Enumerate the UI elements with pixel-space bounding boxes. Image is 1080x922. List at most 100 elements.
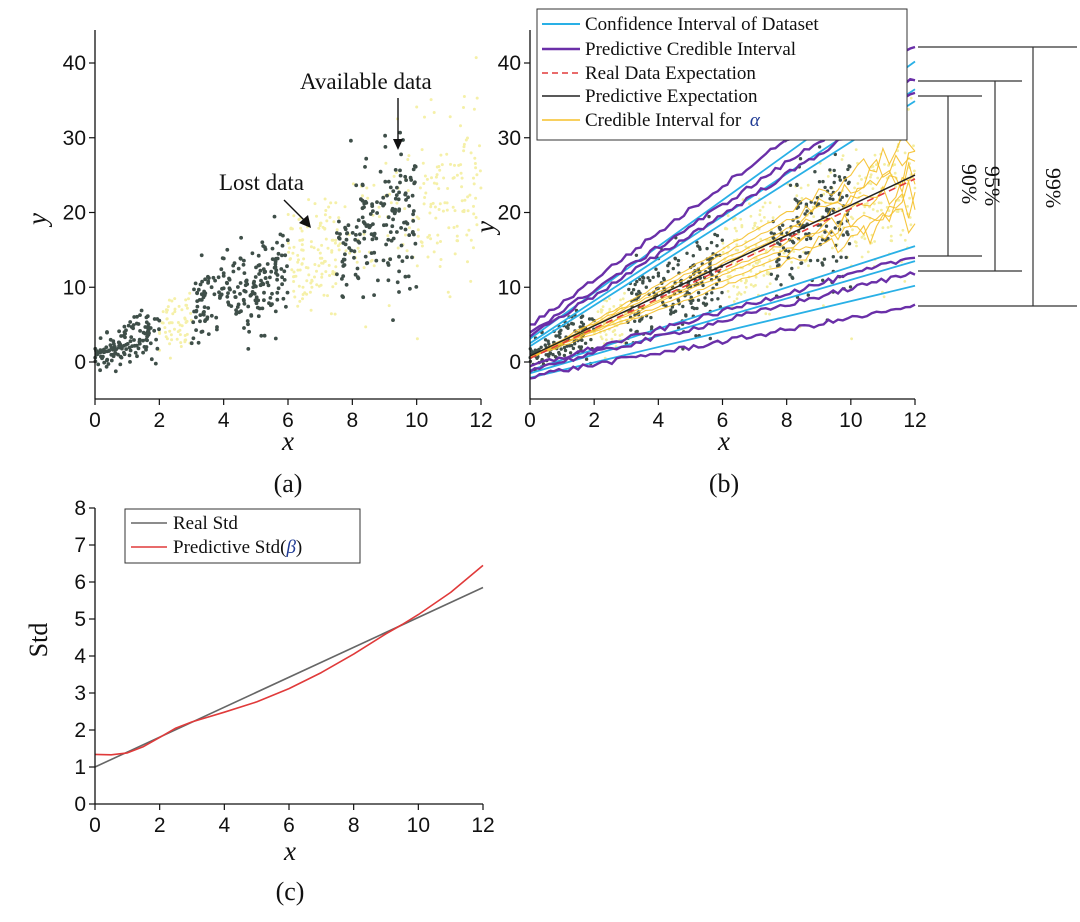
available-data-point	[834, 259, 839, 263]
lost-data-point	[739, 217, 743, 221]
lost-data-point	[320, 261, 324, 265]
available-data-point	[139, 308, 144, 313]
lost-data-point	[396, 246, 400, 250]
lost-data-point	[837, 207, 841, 211]
lost-data-point	[618, 334, 622, 337]
available-data-point	[676, 263, 680, 267]
lost-data-point	[744, 285, 748, 289]
lost-data-point	[806, 183, 810, 187]
available-data-point	[696, 291, 701, 295]
available-data-label: Available data	[300, 69, 432, 94]
available-data-point	[250, 290, 255, 294]
lost-data-point	[474, 196, 478, 200]
available-data-point	[370, 237, 375, 242]
available-data-point	[198, 282, 203, 287]
lost-data-point	[883, 163, 886, 166]
available-data-point	[798, 157, 803, 161]
available-data-point	[266, 283, 271, 288]
lost-data-point	[727, 295, 731, 299]
panel-b-x-label: x	[717, 426, 730, 456]
lost-data-point	[457, 163, 461, 167]
lost-data-point	[358, 250, 361, 253]
available-data-point	[558, 335, 562, 339]
available-data-point	[630, 291, 634, 295]
available-data-point	[269, 269, 274, 274]
available-data-point	[676, 298, 681, 303]
lost-data-point	[432, 111, 436, 114]
lost-data-point	[899, 233, 903, 237]
lost-data-point	[429, 202, 433, 206]
available-data-point	[641, 276, 646, 280]
available-data-point	[273, 309, 278, 314]
available-data-point	[219, 267, 224, 272]
available-data-point	[399, 226, 403, 230]
available-data-point	[362, 205, 366, 210]
lost-data-point	[460, 176, 464, 180]
available-data-point	[356, 218, 361, 223]
available-data-point	[399, 243, 404, 248]
lost-data-point	[768, 201, 772, 205]
lost-data-point	[184, 303, 188, 307]
lost-data-point	[418, 186, 422, 190]
lost-data-point	[435, 241, 439, 245]
alpha-interval-line	[529, 154, 916, 358]
lost-data-point	[323, 227, 327, 231]
available-data-point	[340, 277, 344, 281]
available-data-point	[562, 345, 567, 350]
available-data-point	[281, 233, 285, 238]
available-data-point	[671, 266, 675, 271]
available-data-point	[557, 352, 562, 356]
lost-data-point	[298, 268, 302, 272]
available-data-point	[398, 180, 402, 185]
lost-data-point	[407, 226, 411, 230]
available-data-point	[202, 305, 207, 309]
lost-data-point	[313, 202, 317, 206]
legend-label-real-expectation: Real Data Expectation	[585, 63, 756, 84]
available-data-point	[847, 180, 851, 184]
lost-data-point	[906, 205, 909, 208]
x-tick-label: 2	[588, 409, 600, 432]
available-data-point	[143, 331, 148, 336]
available-data-point	[259, 333, 264, 338]
available-data-point	[344, 237, 349, 242]
available-data-point	[378, 169, 383, 174]
panel-a-points	[93, 56, 483, 374]
y-tick-label: 6	[74, 571, 86, 594]
available-data-point	[353, 272, 358, 277]
available-data-point	[337, 236, 342, 241]
lost-data-point	[759, 219, 763, 223]
bracket-99-label: 99%	[1041, 168, 1066, 208]
available-data-point	[583, 341, 588, 345]
available-data-point	[374, 258, 379, 263]
lost-data-point	[472, 204, 475, 208]
lost-data-point	[441, 209, 445, 213]
available-data-point	[381, 203, 385, 208]
lost-data-point	[309, 240, 313, 244]
available-data-point	[118, 354, 123, 359]
available-data-point	[372, 231, 377, 236]
available-data-point	[226, 300, 231, 305]
lost-data-point	[901, 228, 905, 232]
available-data-point	[355, 266, 360, 271]
lost-data-point	[739, 292, 743, 296]
available-data-point	[818, 223, 823, 227]
available-data-point	[244, 278, 249, 283]
y-tick-label: 20	[498, 202, 521, 225]
lost-data-point	[317, 264, 321, 268]
panel-b-ticks: 0 2 4 6 8 10 12 0 10 20 30 40	[498, 52, 927, 432]
available-data-point	[705, 246, 709, 251]
lost-data-point	[889, 224, 893, 228]
available-data-point	[819, 193, 823, 198]
lost-data-point	[623, 291, 626, 295]
available-data-point	[209, 313, 214, 318]
available-data-point	[352, 255, 356, 260]
available-data-point	[362, 229, 367, 234]
alpha-interval-line	[529, 178, 916, 358]
lost-data-point	[173, 297, 177, 301]
lost-data-point	[325, 219, 329, 223]
available-data-point	[839, 255, 843, 259]
lost-data-point	[469, 238, 473, 242]
available-data-point	[363, 165, 367, 169]
lost-data-point	[327, 263, 331, 267]
